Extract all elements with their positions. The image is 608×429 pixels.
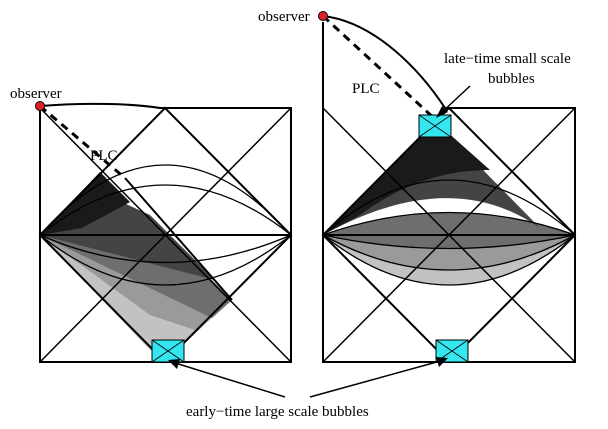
left-time-curves <box>39 164 292 286</box>
left-observer-dot <box>35 101 45 111</box>
early-arrow-right-line <box>309 359 445 398</box>
right-curve-3 <box>322 234 576 250</box>
right-observer-label: observer <box>258 9 310 25</box>
left-curve-2 <box>39 184 292 236</box>
left-curve-4 <box>39 234 292 286</box>
late-time-label-line2: bubbles <box>488 71 535 87</box>
early-arrow-right-head <box>436 357 448 367</box>
left-plc-solid <box>124 177 233 301</box>
right-time-curves <box>322 179 576 286</box>
left-observer-worldline <box>39 102 161 109</box>
right-curve-5 <box>322 234 576 286</box>
right-curve-1 <box>322 179 576 236</box>
early-arrow-left-line <box>171 361 286 398</box>
left-bubble-cross-2 <box>151 339 185 363</box>
right-shade-mid <box>323 122 540 235</box>
early-time-label: early−time large scale bubbles <box>186 404 369 420</box>
right-shade-dark <box>323 122 490 235</box>
left-plc-dashed <box>39 104 126 180</box>
left-panel: observer PLC <box>10 86 293 364</box>
left-shade-light <box>40 235 232 318</box>
left-curve-1 <box>39 164 292 236</box>
right-shade-light <box>323 212 575 249</box>
left-plc-label: PLC <box>90 148 118 164</box>
right-observer-dot <box>318 11 328 21</box>
late-arrow-head <box>436 106 448 118</box>
right-plc-dashed <box>321 14 438 122</box>
right-curve-4 <box>322 234 576 271</box>
right-curve-2 <box>322 211 576 236</box>
right-observer-worldline <box>322 15 446 109</box>
right-panel: observer PLC <box>258 9 577 364</box>
annotations: late−time small scale bubbles early−time… <box>168 51 571 420</box>
late-time-label-line1: late−time small scale <box>444 51 571 67</box>
right-late-bubble-cross-2 <box>418 114 452 138</box>
left-observer-label: observer <box>10 86 62 102</box>
left-curve-3 <box>39 234 292 264</box>
early-arrow-left-head <box>168 359 180 369</box>
right-plc-label: PLC <box>352 81 380 97</box>
